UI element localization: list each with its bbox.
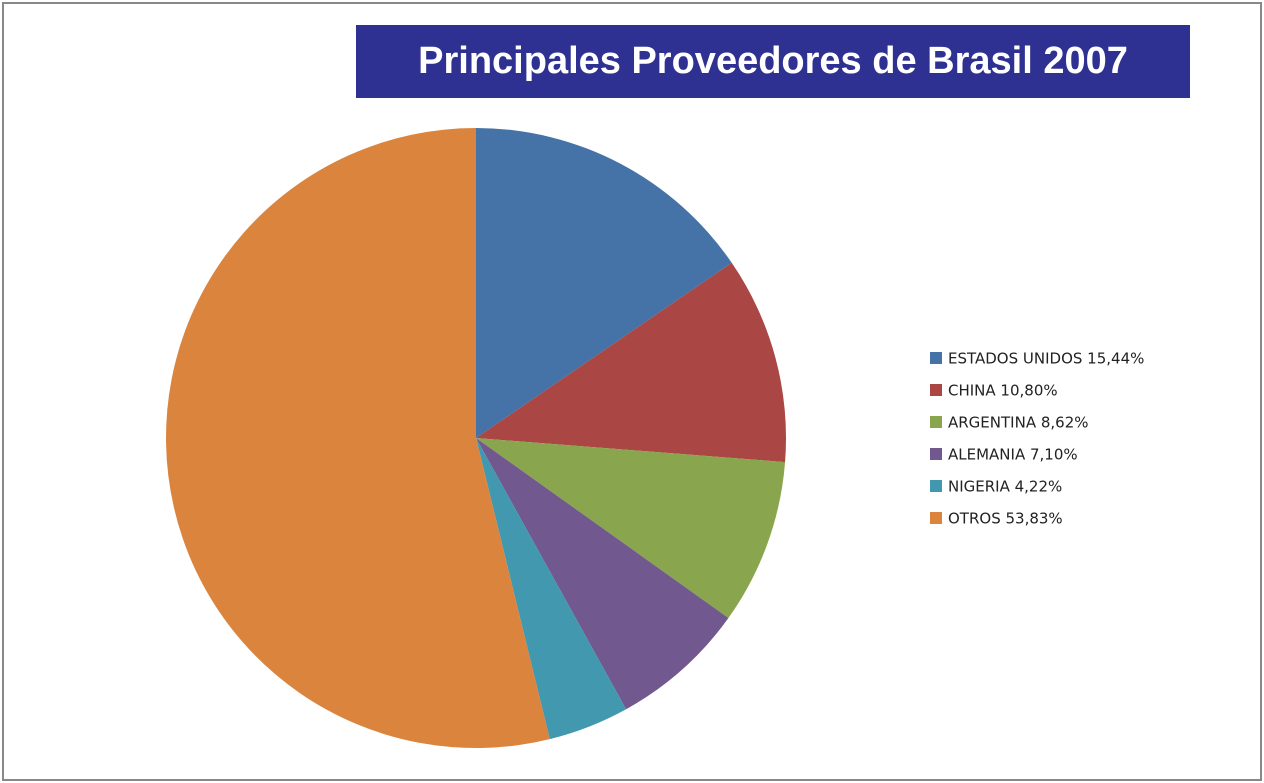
pie-slice <box>476 438 786 618</box>
title-box <box>356 25 1190 98</box>
legend-label: NIGERIA 4,22% <box>948 478 1062 496</box>
legend-swatch <box>930 352 942 364</box>
legend-swatch <box>930 384 942 396</box>
legend-label: CHINA 10,80% <box>948 382 1058 400</box>
legend-swatch <box>930 448 942 460</box>
legend-label: ARGENTINA 8,62% <box>948 414 1089 432</box>
legend-label: OTROS 53,83% <box>948 510 1063 528</box>
pie-slice <box>476 262 786 463</box>
legend-swatch <box>930 416 942 428</box>
chart-title: Principales Proveedores de Brasil 2007 <box>418 40 1128 82</box>
legend-swatch <box>930 512 942 524</box>
legend-label: ALEMANIA 7,10% <box>948 446 1078 464</box>
pie-slice <box>476 438 729 710</box>
pie-slice <box>476 438 627 740</box>
legend-label: ESTADOS UNIDOS 15,44% <box>948 350 1144 368</box>
pie-slice <box>476 128 732 438</box>
legend-swatch <box>930 480 942 492</box>
pie-slice <box>166 128 550 748</box>
